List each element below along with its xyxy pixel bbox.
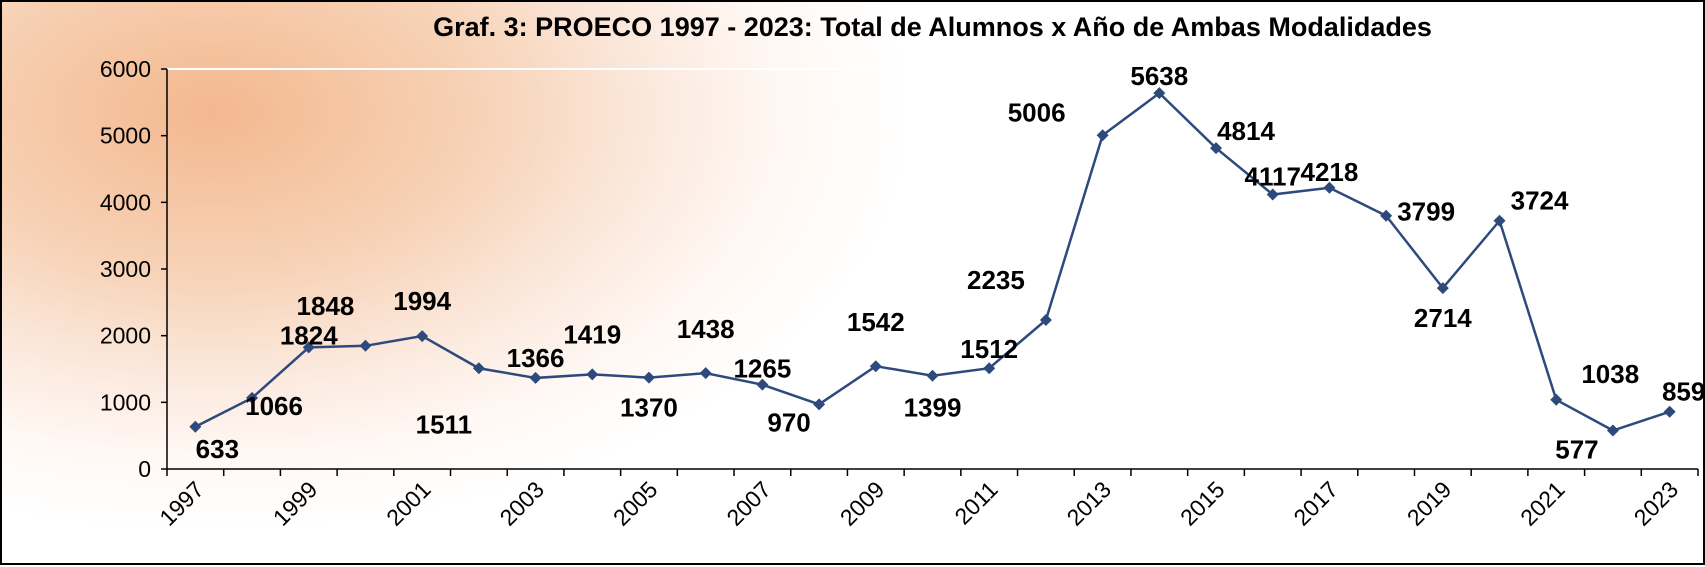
x-tick-label: 1999 xyxy=(268,476,323,531)
data-label: 1511 xyxy=(416,409,472,439)
data-label: 4814 xyxy=(1217,116,1275,146)
y-tick-label: 2000 xyxy=(100,323,151,349)
x-tick-label: 2017 xyxy=(1288,476,1343,531)
data-point-marker xyxy=(1039,314,1052,326)
data-point-marker xyxy=(189,420,202,433)
x-tick-label: 2003 xyxy=(495,476,550,531)
data-label: 1848 xyxy=(297,291,355,321)
x-tick-label: 2009 xyxy=(835,476,890,531)
data-point-marker xyxy=(1323,181,1336,194)
x-tick-label: 2005 xyxy=(608,476,663,531)
chart-title: Graf. 3: PROECO 1997 - 2023: Total de Al… xyxy=(433,12,1432,42)
data-point-marker xyxy=(1606,424,1619,437)
data-point-marker xyxy=(529,371,542,384)
data-point-marker xyxy=(1096,129,1109,142)
x-tick-label: 1997 xyxy=(154,476,209,531)
data-label: 577 xyxy=(1555,435,1598,465)
data-point-marker xyxy=(1493,214,1506,227)
x-tick-label: 2021 xyxy=(1515,476,1570,531)
data-label: 1066 xyxy=(245,391,303,421)
data-label: 1366 xyxy=(507,343,565,373)
data-label: 633 xyxy=(196,434,239,464)
data-point-marker xyxy=(813,398,826,411)
data-point-marker xyxy=(1153,87,1166,100)
data-label: 1399 xyxy=(904,393,962,423)
x-tick-label: 2013 xyxy=(1062,476,1117,531)
data-label: 4218 xyxy=(1301,157,1359,187)
data-point-marker xyxy=(416,330,429,343)
data-point-marker xyxy=(1210,142,1223,155)
data-point-marker xyxy=(359,339,372,352)
y-tick-label: 1000 xyxy=(100,389,151,415)
y-tick-label: 4000 xyxy=(100,189,151,215)
data-label: 1542 xyxy=(847,307,905,337)
data-label: 1419 xyxy=(563,319,621,349)
data-label: 1038 xyxy=(1581,359,1639,389)
x-tick-label: 2011 xyxy=(949,476,1002,529)
x-tick-label: 2023 xyxy=(1629,476,1684,531)
x-tick-label: 2015 xyxy=(1175,476,1230,531)
data-label: 1994 xyxy=(393,286,451,316)
y-tick-label: 3000 xyxy=(100,256,151,282)
data-label: 5006 xyxy=(1008,97,1066,127)
data-point-marker xyxy=(642,371,655,384)
x-tick-label: 2007 xyxy=(721,476,776,531)
data-point-marker xyxy=(1380,209,1393,222)
data-label: 1438 xyxy=(677,314,735,344)
data-point-marker xyxy=(586,368,599,381)
data-point-marker xyxy=(1436,282,1449,295)
data-label: 1824 xyxy=(280,320,338,350)
y-tick-label: 0 xyxy=(138,456,151,482)
data-point-marker xyxy=(1550,393,1563,406)
y-tick-label: 5000 xyxy=(100,123,151,149)
data-label: 970 xyxy=(767,407,810,437)
data-label: 1265 xyxy=(733,354,791,384)
data-point-marker xyxy=(1663,405,1676,418)
data-label: 3799 xyxy=(1397,197,1455,227)
data-label: 5638 xyxy=(1130,61,1188,91)
data-label: 1512 xyxy=(960,334,1018,364)
data-point-marker xyxy=(756,378,769,391)
data-label: 3724 xyxy=(1511,186,1569,216)
y-tick-label: 6000 xyxy=(100,56,151,82)
x-tick-label: 2019 xyxy=(1402,476,1457,531)
data-point-marker xyxy=(246,391,259,404)
x-tick-label: 2001 xyxy=(381,476,436,531)
data-label: 859 xyxy=(1662,377,1705,407)
data-point-marker xyxy=(699,367,712,380)
data-label: 1370 xyxy=(620,393,678,423)
data-point-marker xyxy=(1266,188,1279,201)
data-point-marker xyxy=(472,362,485,375)
data-label: 2714 xyxy=(1414,303,1472,333)
data-point-marker xyxy=(302,341,315,354)
data-label: 4117 xyxy=(1245,162,1301,192)
data-point-marker xyxy=(926,369,939,382)
data-label: 2235 xyxy=(967,265,1025,295)
data-point-marker xyxy=(869,360,882,373)
data-point-marker xyxy=(983,362,996,375)
